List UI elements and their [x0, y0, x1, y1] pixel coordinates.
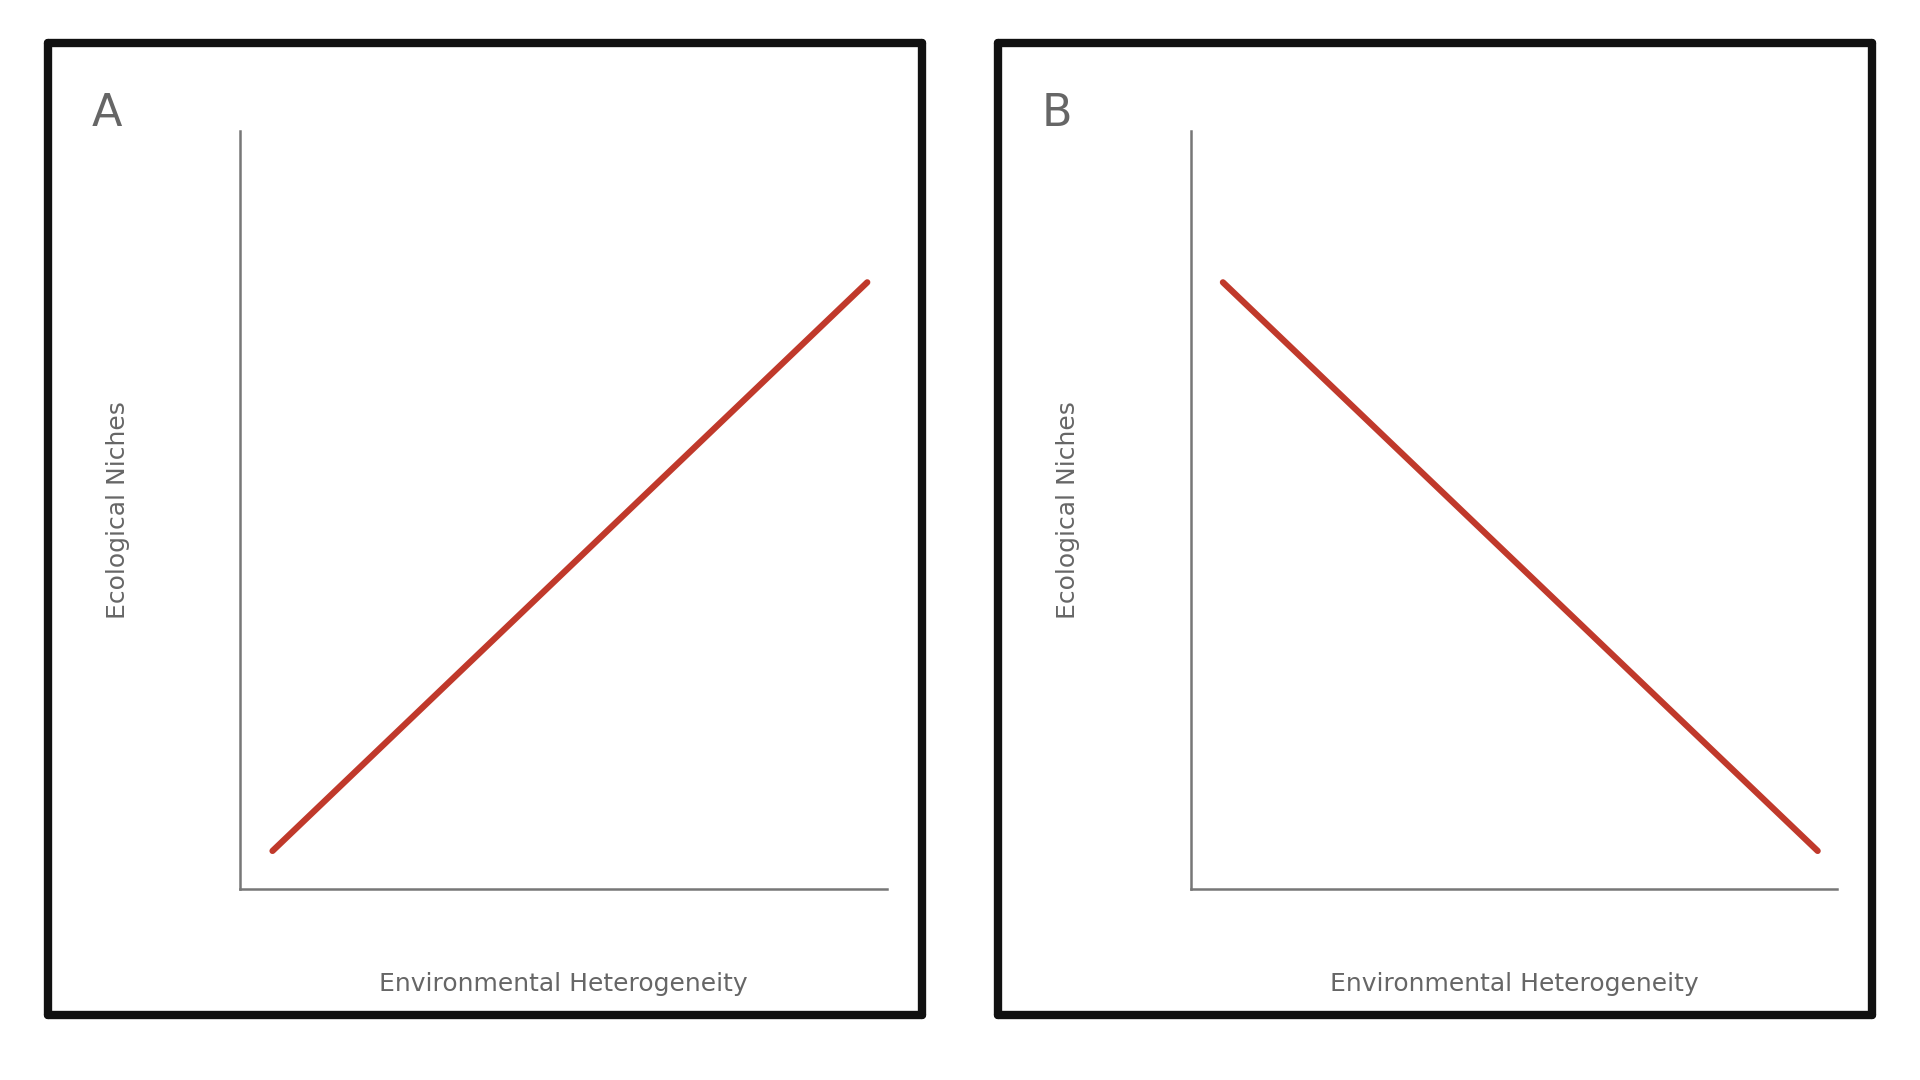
- Text: B: B: [1043, 92, 1073, 135]
- Text: A: A: [92, 92, 123, 135]
- Text: Environmental Heterogeneity: Environmental Heterogeneity: [378, 972, 747, 996]
- Text: Environmental Heterogeneity: Environmental Heterogeneity: [1329, 972, 1697, 996]
- Text: Ecological Niches: Ecological Niches: [1056, 401, 1081, 619]
- Text: Ecological Niches: Ecological Niches: [106, 401, 131, 619]
